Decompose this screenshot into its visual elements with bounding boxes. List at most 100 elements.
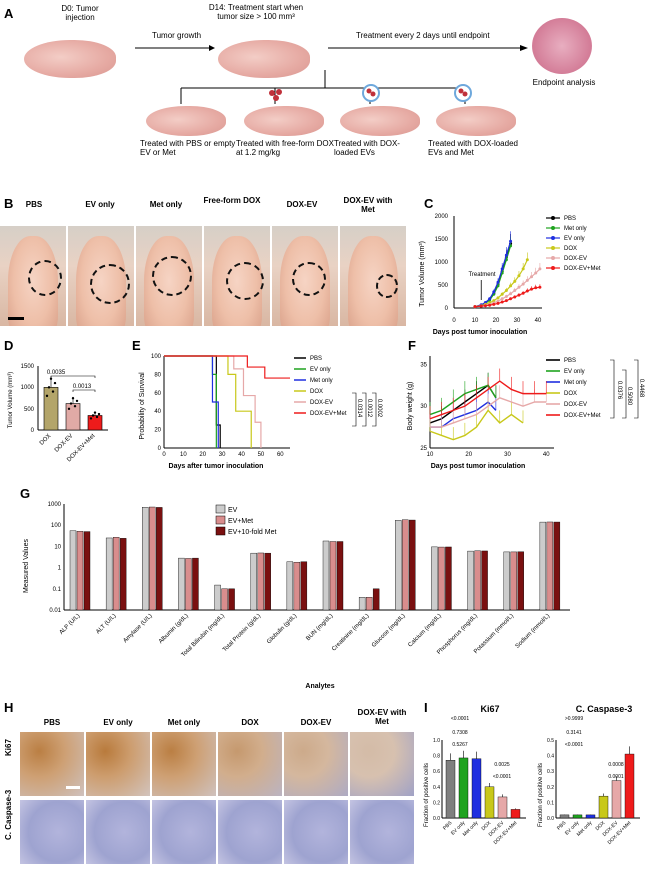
i-ki67-ytick-2: 0.4 bbox=[433, 785, 440, 791]
e-legend-2: Met only bbox=[310, 378, 333, 384]
d0-text: D0: Tumor injection bbox=[61, 4, 99, 22]
c-point bbox=[500, 297, 504, 301]
c-xtick-0: 0 bbox=[452, 318, 456, 324]
e-legend-4: DOX-EV bbox=[310, 400, 333, 406]
panel-a-label: A bbox=[4, 6, 14, 21]
e-xtick-2: 20 bbox=[199, 452, 206, 458]
c-point bbox=[492, 290, 496, 294]
c-point bbox=[488, 297, 492, 301]
g-analyte-8: Creatinine (mg/dL) bbox=[331, 613, 370, 652]
c-point bbox=[513, 289, 517, 293]
g-ytick-2: 10 bbox=[54, 544, 61, 550]
c-ytick-3: 1500 bbox=[435, 237, 449, 243]
c-point bbox=[530, 287, 534, 291]
b-group-4: DOX-EV bbox=[286, 200, 318, 209]
g-bar-3-2 bbox=[192, 557, 199, 611]
i-ki67-bar-5 bbox=[510, 809, 521, 819]
g-analyte-1: ALT (U/L) bbox=[95, 613, 117, 635]
c-point bbox=[479, 304, 483, 308]
c-point bbox=[525, 258, 529, 262]
g-bar-13-0 bbox=[539, 521, 547, 611]
c-xtick-4: 40 bbox=[535, 318, 542, 324]
g-bar-2-0 bbox=[142, 507, 149, 611]
tumor-volume-chart: Tumor Volume (mm³) Days post tumor inocu… bbox=[419, 214, 601, 336]
g-bar-7-1 bbox=[329, 541, 337, 611]
i-ki67-pvalue-0: <0.0001 bbox=[451, 716, 469, 722]
d-dot bbox=[47, 386, 51, 389]
i-casp3-bar-4 bbox=[611, 780, 622, 819]
g-analyte-10: Calcium (mg/dL) bbox=[407, 613, 442, 648]
f-legend-1: EV only bbox=[564, 369, 585, 375]
c-point bbox=[496, 280, 500, 284]
g-bar-5-2 bbox=[264, 552, 271, 611]
c-legend-marker-0 bbox=[551, 216, 555, 220]
d-dot bbox=[67, 407, 71, 411]
i-ki67-cat-0: PBS bbox=[442, 820, 454, 832]
f-legend-5: DOX-EV+Met bbox=[564, 413, 601, 419]
g-bar-0-1 bbox=[76, 531, 84, 611]
g-ylabel: Measured Values bbox=[23, 539, 30, 593]
t3-text: Treated with DOX-loaded EVs bbox=[334, 139, 400, 157]
c-point bbox=[521, 291, 525, 295]
f-xtick-2: 30 bbox=[504, 452, 511, 458]
e-ylabel: Probability of Survival bbox=[139, 372, 146, 440]
e-ytick-2: 40 bbox=[154, 409, 161, 415]
i-ki67-bar-0 bbox=[445, 760, 456, 819]
g-ytick-1: 100 bbox=[51, 523, 62, 529]
b-group-5: DOX-EV with Met bbox=[343, 196, 393, 214]
c-legend-marker-5 bbox=[551, 266, 555, 270]
panel-d-label: D bbox=[4, 338, 14, 353]
i-casp3-ytick-2: 0.2 bbox=[547, 785, 554, 791]
c-legend-marker-1 bbox=[551, 226, 555, 230]
h-col-4: DOX-EV bbox=[300, 718, 332, 727]
tumor-volume-bar-chart: Tumor Volume (mm³) 0 500 1000 1500 0.003… bbox=[8, 364, 108, 462]
c-point bbox=[513, 279, 517, 283]
c-xtick-3: 30 bbox=[514, 318, 521, 324]
e-ytick-0: 0 bbox=[158, 446, 162, 452]
d-cat-1: DOX-EV bbox=[54, 433, 75, 454]
g-bar-11-0 bbox=[467, 550, 474, 611]
c-xtick-2: 20 bbox=[493, 318, 500, 324]
d-sig-bracket-2 bbox=[72, 389, 96, 392]
d-dot bbox=[75, 399, 79, 403]
i-ki67-bar-3 bbox=[484, 786, 495, 819]
g-bar-9-2 bbox=[409, 519, 416, 611]
c-point bbox=[513, 295, 517, 299]
histo-caspase3-0 bbox=[20, 800, 84, 864]
photo-dox-ev bbox=[272, 226, 338, 326]
panel-h-label: H bbox=[4, 700, 14, 715]
i-casp3-pvalue-3: 0.0008 bbox=[608, 762, 624, 768]
i-casp3-bar-5 bbox=[624, 753, 635, 819]
f-ytick-2: 35 bbox=[420, 362, 427, 368]
c-point bbox=[483, 304, 487, 308]
c-series-line-5 bbox=[474, 286, 540, 308]
i-casp3-ytick-0: 0.0 bbox=[547, 816, 554, 822]
g-analyte-3: Albumin (g/dL) bbox=[158, 613, 190, 645]
i-ylabel-1: Fraction of positive cells bbox=[424, 763, 430, 827]
t1-text: Treated with PBS or empty EV or Met bbox=[140, 139, 236, 157]
c-point bbox=[538, 285, 542, 289]
d-sig-bracket-1 bbox=[50, 375, 96, 378]
c-point bbox=[504, 295, 508, 298]
e-series-line-5 bbox=[164, 355, 290, 379]
d-bar-1 bbox=[65, 403, 81, 431]
g-bar-1-1 bbox=[112, 537, 120, 611]
e-xtick-3: 30 bbox=[219, 452, 226, 458]
i-ki67-pvalue-1: 0.7308 bbox=[452, 730, 468, 736]
f-sig-bracket-2 bbox=[634, 359, 639, 419]
g-analyte-6: Globulin (g/dL) bbox=[266, 613, 298, 645]
c-legend-marker-3 bbox=[551, 246, 555, 250]
e-xtick-6: 60 bbox=[277, 452, 284, 458]
g-bar-1-2 bbox=[119, 538, 127, 611]
c-point bbox=[530, 275, 534, 279]
histo-ki67-4 bbox=[284, 732, 348, 796]
c-point bbox=[521, 282, 525, 286]
g-analyte-11: Phosphorus (mg/dL) bbox=[436, 613, 479, 656]
c-point bbox=[492, 299, 496, 303]
d-dot bbox=[93, 411, 97, 414]
c-point bbox=[517, 293, 521, 297]
histo-ki67-2 bbox=[152, 732, 216, 796]
b-group-1: EV only bbox=[85, 200, 115, 209]
ev-icon bbox=[362, 84, 380, 102]
c-point bbox=[496, 296, 500, 300]
